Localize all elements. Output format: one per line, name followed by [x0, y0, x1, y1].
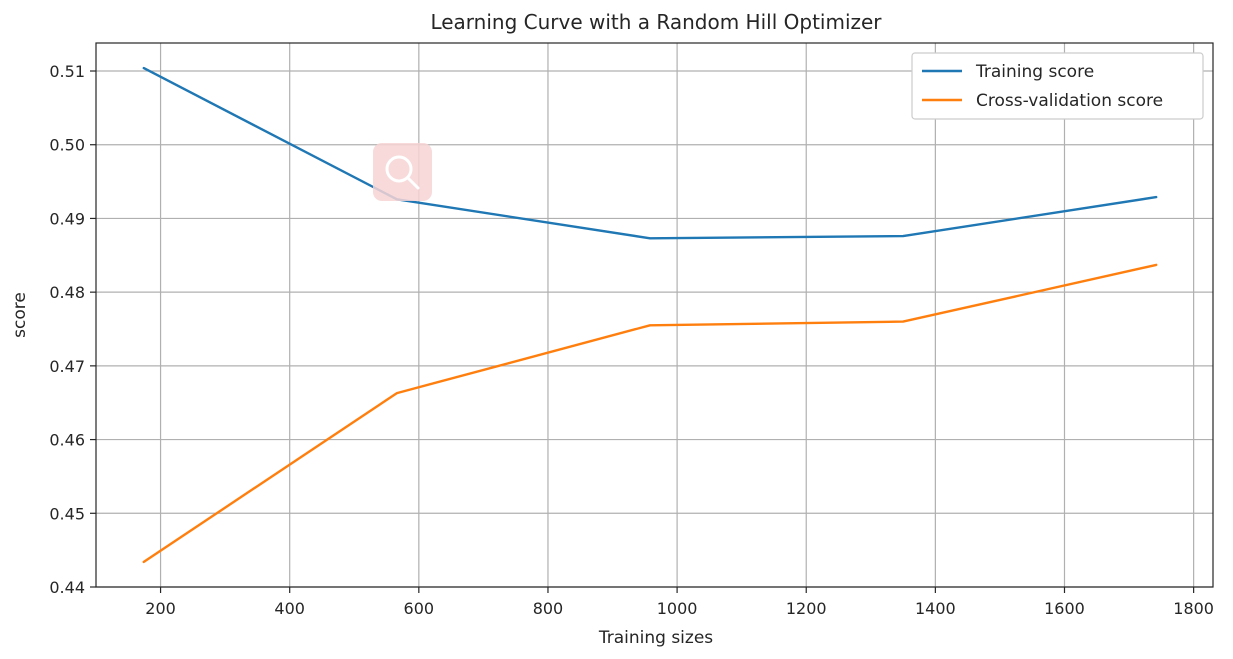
x-tick-label: 1000 — [657, 599, 698, 618]
legend-box — [911, 52, 1204, 120]
y-ticks: 0.44 0.45 0.46 0.47 0.48 0.49 0.50 0.51 — [49, 62, 96, 597]
x-tick-label: 1600 — [1044, 599, 1085, 618]
legend: Training score Cross-validation score — [911, 52, 1204, 120]
x-tick-label: 1400 — [915, 599, 956, 618]
cross-validation-score-line — [142, 263, 1158, 564]
x-tick-label: 1800 — [1173, 599, 1214, 618]
series-group — [142, 66, 1158, 564]
y-tick-label: 0.47 — [49, 357, 85, 376]
plot-frame — [95, 42, 1214, 588]
magnifier-icon — [385, 155, 420, 190]
y-tick-label: 0.44 — [49, 578, 85, 597]
zoom-overlay-background — [373, 143, 432, 201]
training-score-line — [142, 66, 1158, 240]
x-ticks: 200 400 600 800 1000 1200 1400 1600 1800 — [145, 587, 1214, 618]
grid — [96, 43, 1213, 588]
legend-label-cross-validation: Cross-validation score — [976, 91, 1163, 111]
y-tick-label: 0.50 — [49, 136, 85, 155]
y-tick-label: 0.45 — [49, 504, 85, 523]
x-tick-label: 600 — [404, 599, 435, 618]
y-tick-label: 0.51 — [49, 62, 85, 81]
zoom-overlay-button[interactable] — [373, 143, 432, 201]
x-axis-title: Training sizes — [598, 628, 713, 648]
x-tick-label: 400 — [274, 599, 305, 618]
legend-label-training: Training score — [975, 62, 1094, 82]
x-tick-label: 1200 — [786, 599, 827, 618]
x-tick-label: 200 — [145, 599, 176, 618]
chart-title: Learning Curve with a Random Hill Optimi… — [430, 10, 882, 34]
x-tick-label: 800 — [533, 599, 564, 618]
y-axis-title: score — [10, 292, 30, 338]
y-tick-label: 0.49 — [49, 209, 85, 228]
y-tick-label: 0.46 — [49, 431, 85, 450]
y-tick-label: 0.48 — [49, 283, 85, 302]
